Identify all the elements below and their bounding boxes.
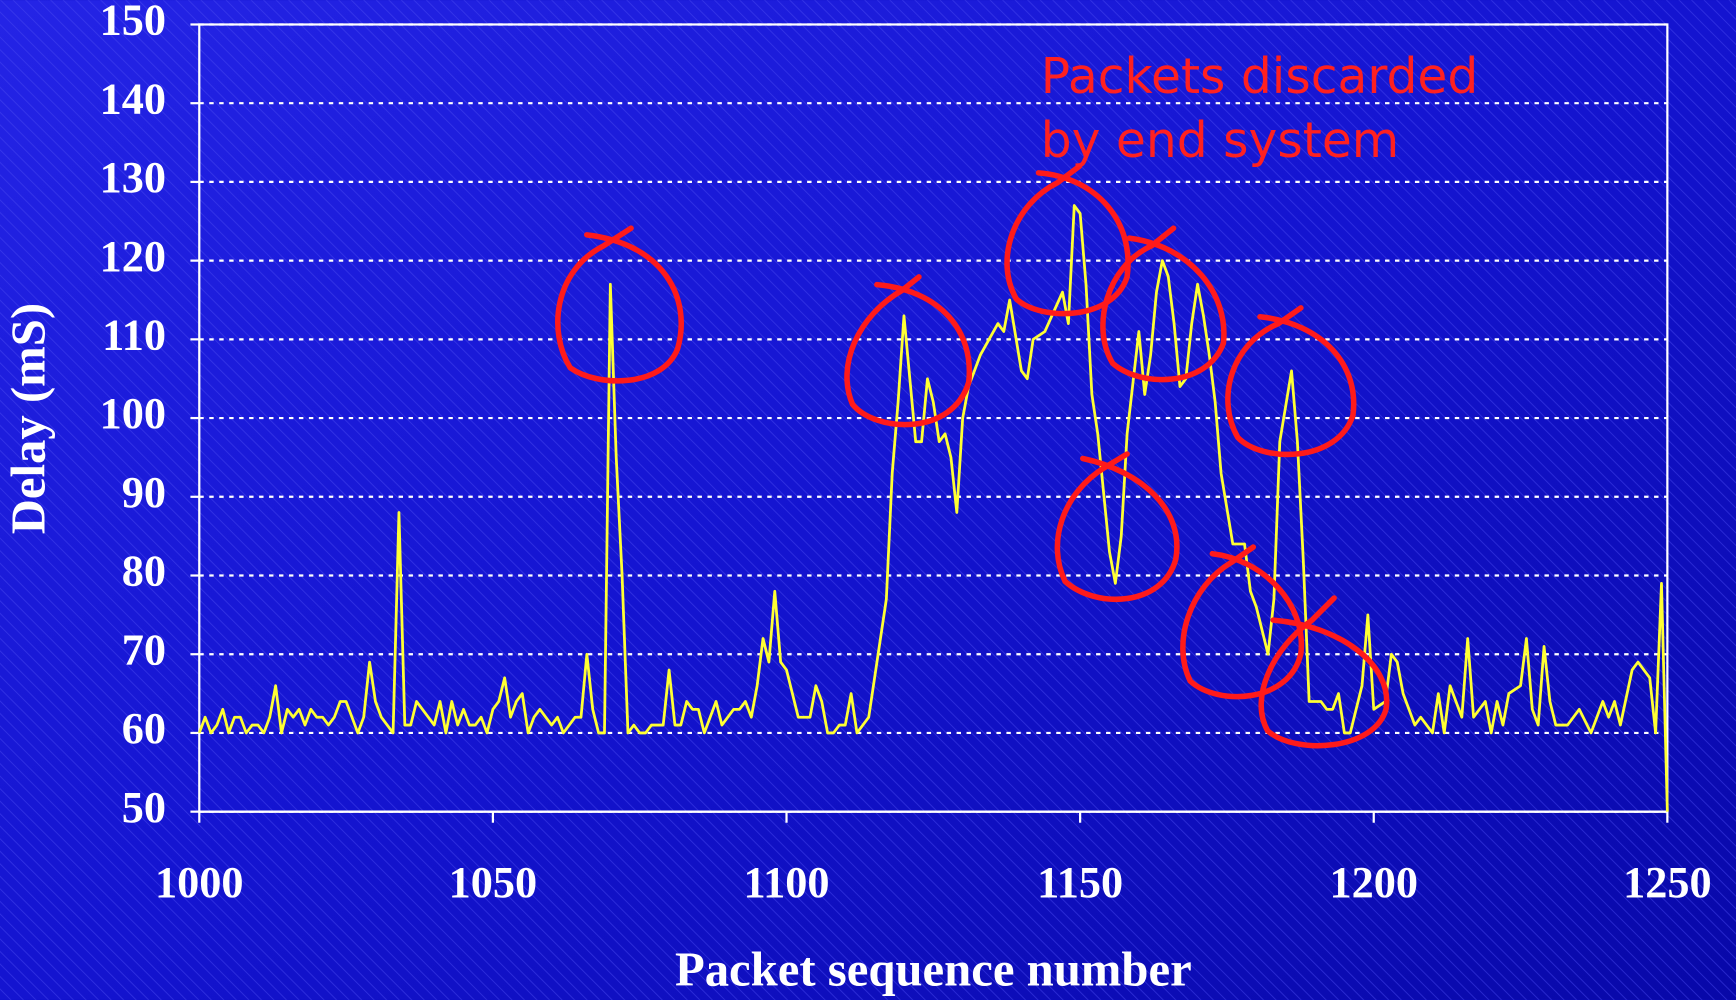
x-tick-label: 1200 — [1329, 858, 1418, 907]
annotation: by end system — [1041, 113, 1400, 169]
annotation-circles — [555, 163, 1390, 749]
circle — [1054, 451, 1180, 602]
x-tick-label: 1100 — [743, 858, 829, 907]
annotation: Packets discarded — [1041, 49, 1479, 105]
circle — [1180, 544, 1305, 700]
y-tick-label: 100 — [100, 389, 166, 438]
y-tick-label: 120 — [100, 232, 166, 281]
y-tick-label: 70 — [122, 625, 166, 674]
circle — [1004, 163, 1131, 317]
x-tick-label: 1000 — [155, 858, 244, 907]
y-tick-label: 90 — [122, 468, 166, 517]
x-tick-label: 1050 — [449, 858, 538, 907]
x-tick-label: 1150 — [1037, 858, 1123, 907]
circle — [1100, 225, 1227, 383]
data-line — [197, 204, 1669, 812]
plot — [190, 23, 1669, 823]
y-tick-label: 140 — [100, 74, 166, 123]
circle — [1258, 595, 1390, 749]
y-tick-label: 130 — [100, 153, 166, 202]
y-tick-label: 60 — [122, 704, 166, 753]
y-axis-title: Delay (mS) — [1, 303, 55, 534]
y-tick-label: 50 — [122, 783, 166, 832]
circle — [555, 225, 684, 384]
circle — [1225, 305, 1357, 458]
circle — [844, 274, 973, 428]
x-axis-title: Packet sequence number — [675, 943, 1192, 997]
x-tick-label: 1250 — [1623, 858, 1712, 907]
y-tick-label: 150 — [100, 0, 166, 45]
y-tick-label: 110 — [102, 311, 166, 360]
y-tick-label: 80 — [122, 547, 166, 596]
